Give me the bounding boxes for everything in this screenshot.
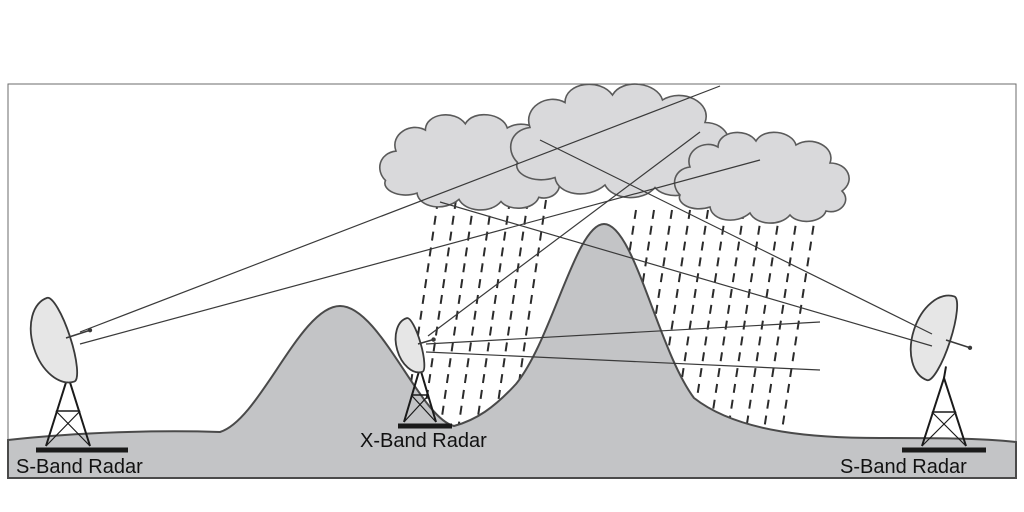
diagram-svg xyxy=(0,0,1024,512)
rain-line xyxy=(746,210,780,430)
beam-6 xyxy=(440,202,932,346)
radar-right-sband-feed-tip xyxy=(967,345,973,351)
radar-diagram: S-Band Radar X-Band Radar S-Band Radar xyxy=(0,0,1024,512)
radar-left-sband-dish xyxy=(20,288,105,391)
rain-line xyxy=(764,210,798,430)
radar-left-sband xyxy=(20,288,128,450)
label-right-sband: S-Band Radar xyxy=(840,456,967,479)
terrain xyxy=(8,224,1016,478)
label-left-sband: S-Band Radar xyxy=(16,456,143,479)
radar-middle-xband-feed-tip xyxy=(431,337,436,342)
radar-right-sband-mast xyxy=(944,366,946,378)
clouds xyxy=(380,84,849,223)
rain-line xyxy=(782,210,816,430)
rain-line xyxy=(710,210,744,430)
radar-right-sband-dish xyxy=(900,288,985,391)
cloud-2 xyxy=(675,132,850,223)
radar-left-sband-dish-bowl xyxy=(20,295,83,390)
label-x-band: X-Band Radar xyxy=(360,430,487,453)
radar-right-sband-dish-bowl xyxy=(900,288,963,383)
radar-right-sband xyxy=(900,288,986,450)
rain-line xyxy=(728,210,762,430)
rain-line xyxy=(692,210,726,430)
